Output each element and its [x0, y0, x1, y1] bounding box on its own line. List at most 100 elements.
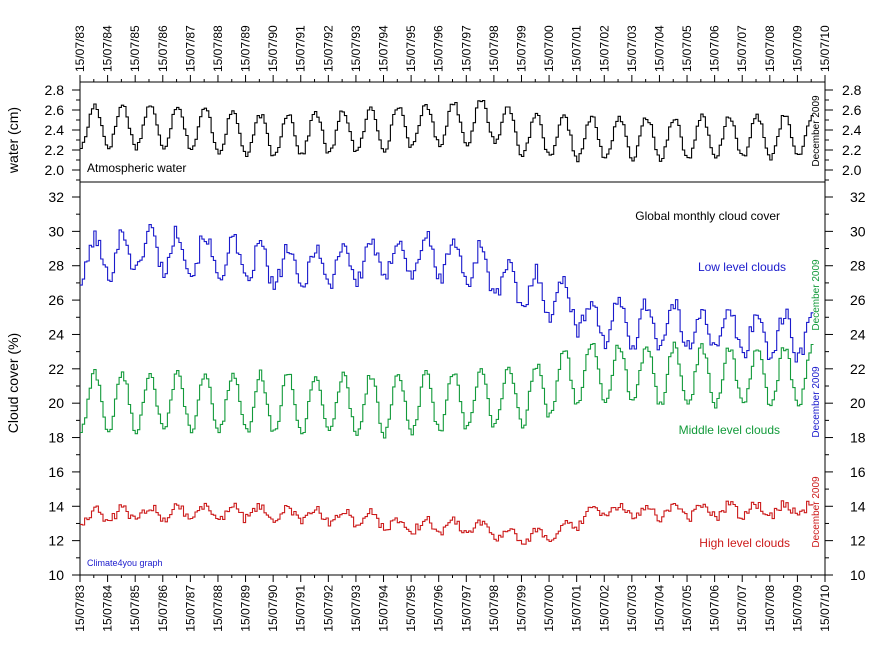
y-tick-label-upper-left: 2.4	[45, 122, 65, 138]
y-tick-label-lower-right: 26	[850, 292, 866, 308]
x-tick-label-top: 15/07/08	[763, 25, 777, 72]
x-tick-label-top: 15/07/01	[570, 25, 584, 72]
x-tick-label-bottom: 15/07/03	[625, 585, 639, 632]
high-end-note: December 2009	[811, 476, 822, 548]
lower-y-axis-label: Cloud cover (%)	[5, 333, 21, 433]
middle-end-note: December 2009	[811, 366, 822, 438]
y-tick-label-lower-right: 16	[850, 464, 866, 480]
x-tick-label-bottom: 15/07/09	[790, 585, 804, 632]
x-tick-label-bottom: 15/07/91	[294, 585, 308, 632]
x-tick-label-bottom: 15/07/87	[183, 585, 197, 632]
x-tick-label-top: 15/07/88	[211, 25, 225, 72]
x-tick-label-top: 15/07/97	[459, 25, 473, 72]
y-tick-label-lower-right: 24	[850, 326, 866, 342]
y-tick-label-lower-left: 10	[48, 567, 64, 583]
y-tick-label-lower-left: 26	[48, 292, 64, 308]
x-tick-label-top: 15/07/94	[377, 25, 391, 72]
x-tick-label-top: 15/07/95	[404, 25, 418, 72]
y-tick-label-upper-left: 2.2	[45, 142, 65, 158]
y-axis-lower: 10 10 12 12 14 14 16 16 18 18 20 20 22 22 24 24 26 26 28 28…	[48, 189, 865, 583]
x-tick-label-bottom: 15/07/85	[128, 585, 142, 632]
low-clouds-label: Low level clouds	[698, 260, 786, 274]
x-tick-label-bottom: 15/07/94	[377, 585, 391, 632]
chart-title: Global monthly cloud cover	[635, 209, 780, 223]
y-tick-label-lower-right: 22	[850, 361, 866, 377]
x-tick-label-bottom: 15/07/06	[708, 585, 722, 632]
x-tick-label-bottom: 15/07/84	[101, 585, 115, 632]
x-tick-label-bottom: 15/07/88	[211, 585, 225, 632]
series-layer	[80, 100, 814, 545]
x-tick-label-top: 15/07/87	[183, 25, 197, 72]
x-tick-label-bottom: 15/07/93	[349, 585, 363, 632]
y-tick-label-upper-right: 2.0	[842, 162, 862, 178]
y-tick-label-lower-left: 30	[48, 223, 64, 239]
x-tick-label-bottom: 15/07/00	[542, 585, 556, 632]
x-tick-label-bottom: 15/07/05	[680, 585, 694, 632]
upper-end-note: December 2009	[811, 95, 822, 167]
y-tick-label-upper-right: 2.4	[842, 122, 862, 138]
y-tick-label-upper-right: 2.2	[842, 142, 862, 158]
x-tick-label-bottom: 15/07/98	[487, 585, 501, 632]
y-tick-label-lower-right: 30	[850, 223, 866, 239]
x-tick-label-top: 15/07/84	[101, 25, 115, 72]
x-tick-label-bottom: 15/07/96	[432, 585, 446, 632]
y-tick-label-lower-right: 12	[850, 533, 866, 549]
x-tick-label-top: 15/07/10	[818, 25, 832, 72]
x-tick-label-top: 15/07/83	[73, 25, 87, 72]
x-tick-label-bottom: 15/07/01	[570, 585, 584, 632]
x-tick-label-top: 15/07/04	[652, 25, 666, 72]
x-tick-label-bottom: 15/07/07	[735, 585, 749, 632]
high-clouds-label: High level clouds	[699, 536, 790, 550]
y-tick-label-lower-right: 32	[850, 189, 866, 205]
x-tick-label-top: 15/07/03	[625, 25, 639, 72]
x-tick-label-top: 15/07/99	[514, 25, 528, 72]
y-tick-label-lower-left: 12	[48, 533, 64, 549]
atmospheric-water-label: Atmospheric water	[87, 161, 186, 175]
x-tick-label-bottom: 15/07/97	[459, 585, 473, 632]
y-tick-label-lower-left: 20	[48, 395, 64, 411]
high-level-clouds-series-line	[80, 500, 814, 545]
y-tick-label-lower-left: 32	[48, 189, 64, 205]
y-tick-label-lower-left: 22	[48, 361, 64, 377]
credit-label: Climate4you graph	[87, 558, 163, 568]
y-tick-label-lower-right: 18	[850, 430, 866, 446]
x-tick-label-top: 15/07/00	[542, 25, 556, 72]
x-tick-label-top: 15/07/89	[239, 25, 253, 72]
x-tick-label-bottom: 15/07/86	[156, 585, 170, 632]
x-tick-label-top: 15/07/85	[128, 25, 142, 72]
x-axis-bottom: 15/07/83 15/07/84 15/07/85 15/07/86 15/07/87…	[73, 575, 832, 632]
y-tick-label-lower-left: 24	[48, 326, 64, 342]
x-tick-label-bottom: 15/07/99	[514, 585, 528, 632]
x-tick-label-bottom: 15/07/89	[239, 585, 253, 632]
x-tick-label-top: 15/07/98	[487, 25, 501, 72]
y-tick-label-lower-left: 28	[48, 258, 64, 274]
x-tick-label-bottom: 15/07/90	[266, 585, 280, 632]
y-axis-upper: 2.0 2.0 2.2 2.2 2.4 2.4 2.6 2.6 2.8 2.8	[45, 82, 862, 181]
atmospheric-water-series-line	[80, 100, 814, 163]
x-tick-label-top: 15/07/90	[266, 25, 280, 72]
x-tick-label-bottom: 15/07/04	[652, 585, 666, 632]
x-tick-label-bottom: 15/07/02	[597, 585, 611, 632]
x-tick-label-bottom: 15/07/08	[763, 585, 777, 632]
x-tick-label-top: 15/07/07	[735, 25, 749, 72]
y-tick-label-upper-right: 2.8	[842, 82, 862, 98]
x-tick-label-bottom: 15/07/83	[73, 585, 87, 632]
y-tick-label-lower-right: 20	[850, 395, 866, 411]
x-tick-label-bottom: 15/07/95	[404, 585, 418, 632]
low-level-clouds-series-line	[80, 224, 814, 363]
y-tick-label-lower-left: 16	[48, 464, 64, 480]
x-tick-label-top: 15/07/02	[597, 25, 611, 72]
middle-clouds-label: Middle level clouds	[679, 423, 780, 437]
x-tick-label-top: 15/07/06	[708, 25, 722, 72]
x-tick-label-top: 15/07/09	[790, 25, 804, 72]
upper-y-axis-label: water (cm)	[5, 107, 21, 174]
low-end-note: December 2009	[811, 259, 822, 331]
x-tick-label-bottom: 15/07/10	[818, 585, 832, 632]
y-tick-label-upper-left: 2.6	[45, 102, 65, 118]
y-tick-label-lower-right: 10	[850, 567, 866, 583]
y-tick-label-lower-left: 18	[48, 430, 64, 446]
x-tick-label-top: 15/07/96	[432, 25, 446, 72]
middle-level-clouds-series-line	[80, 341, 814, 439]
y-tick-label-upper-left: 2.0	[45, 162, 65, 178]
